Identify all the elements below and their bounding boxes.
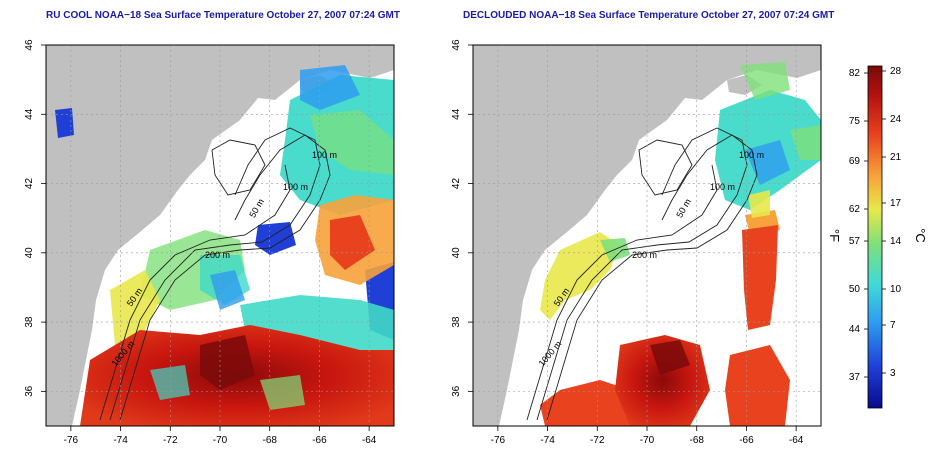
lat-tick-label: 38 (24, 316, 35, 328)
celsius-tick-label: 24 (890, 114, 902, 125)
isobath-contour (638, 139, 693, 196)
isobath-label: 200 m (632, 250, 657, 260)
lat-tick-label: 40 (24, 247, 35, 259)
isobath-label: 100 m (283, 182, 308, 192)
lat-tick-label: 46 (24, 39, 35, 51)
lat-tick-label: 46 (451, 39, 462, 51)
isobath-label: 100 m (312, 150, 337, 160)
sst-cool-patch (240, 295, 394, 360)
lon-tick-label: -68 (262, 435, 277, 446)
sst-cool-patch (740, 62, 790, 100)
fahrenheit-tick-label: 82 (849, 68, 861, 79)
fahrenheit-tick-label: 50 (849, 284, 861, 295)
lon-tick-label: -76 (64, 435, 79, 446)
sst-cold-patch (255, 222, 296, 255)
sst-mixed-patch (600, 238, 630, 262)
celsius-tick-label: 10 (890, 284, 902, 295)
isobath-contour (99, 164, 291, 421)
fahrenheit-unit-label: °F (827, 228, 843, 243)
fahrenheit-tick-label: 37 (849, 372, 861, 383)
sst-mixed-patch (790, 125, 821, 160)
celsius-tick-label: 28 (890, 66, 902, 77)
fahrenheit-tick-label: 62 (849, 204, 861, 215)
sst-mixed-patch (540, 232, 620, 320)
sst-cool-patch (300, 65, 360, 110)
lat-tick-label: 42 (451, 178, 462, 190)
fahrenheit-tick-label: 75 (849, 116, 861, 127)
sst-warm-patch (110, 270, 160, 345)
celsius-tick-label: 7 (890, 320, 896, 331)
sst-cold-patch (55, 108, 74, 138)
isobath-label: 200 m (205, 250, 230, 260)
sst-cool-patch (150, 365, 190, 400)
sst-warm-patch (742, 225, 778, 330)
fahrenheit-tick-label: 44 (849, 324, 861, 335)
lon-tick-label: -74 (113, 435, 128, 446)
sst-mixed-patch (210, 270, 245, 310)
lat-tick-label: 36 (451, 385, 462, 397)
isobath-contour (211, 139, 266, 196)
sst-hot-patch (725, 345, 790, 426)
land-mass (46, 45, 394, 426)
lat-tick-label: 38 (451, 316, 462, 328)
temperature-colorbar: 82 75 69 62 57 50 44 37 28 24 21 17 14 10 7 3 (849, 65, 902, 409)
sst-warm-patch (330, 215, 375, 270)
lon-tick-label: -76 (491, 435, 506, 446)
sst-cool-patch (310, 110, 394, 175)
sst-hot-patch (200, 335, 255, 390)
lat-tick-label: 36 (24, 385, 35, 397)
isobath-contour (119, 134, 331, 421)
lon-tick-label: -66 (739, 435, 754, 446)
lon-tick-label: -72 (163, 435, 178, 446)
lon-tick-label: -72 (590, 435, 605, 446)
right-sst-map: 100 m 100 m 50 m 200 m 50 m 1000 m -76 -7… (451, 39, 822, 446)
right-map-grid (473, 45, 821, 426)
isobath-label: 100 m (710, 182, 735, 192)
isobath-contour (536, 127, 748, 421)
sst-cool-patch (260, 375, 305, 410)
lon-tick-label: -64 (789, 435, 804, 446)
lon-tick-label: -74 (540, 435, 555, 446)
isobath-contour (109, 127, 321, 421)
right-map-title: DECLOUDED NOAA−18 Sea Surface Temperatur… (463, 10, 835, 21)
left-map-grid (46, 45, 394, 426)
sst-cool-patch (745, 140, 790, 185)
isobath-contour (546, 134, 758, 421)
celsius-tick-label: 14 (890, 236, 902, 247)
lat-tick-label: 42 (24, 178, 35, 190)
left-map-title: RU COOL NOAA−18 Sea Surface Temperature … (46, 10, 400, 21)
lon-tick-label: -70 (640, 435, 655, 446)
celsius-unit-label: °C (912, 228, 928, 243)
land-mass (473, 45, 821, 426)
celsius-tick-label: 21 (890, 152, 902, 163)
sst-hot-patch (650, 340, 690, 375)
celsius-tick-label: 17 (890, 198, 902, 209)
left-sst-map: 100 m 100 m 50 m 200 m 50 m 1000 m -76 -7… (24, 39, 395, 446)
lat-tick-label: 44 (24, 108, 35, 120)
lon-tick-label: -68 (689, 435, 704, 446)
celsius-tick-label: 3 (890, 368, 896, 379)
fahrenheit-tick-label: 57 (849, 236, 861, 247)
lon-tick-label: -64 (362, 435, 377, 446)
sst-warm-patch (748, 190, 770, 218)
lat-tick-label: 40 (451, 247, 462, 259)
lat-tick-label: 44 (451, 108, 462, 120)
lon-tick-label: -70 (213, 435, 228, 446)
isobath-label: 100 m (739, 150, 764, 160)
isobath-contour (526, 164, 718, 421)
fahrenheit-tick-label: 69 (849, 156, 861, 167)
lon-tick-label: -66 (312, 435, 327, 446)
